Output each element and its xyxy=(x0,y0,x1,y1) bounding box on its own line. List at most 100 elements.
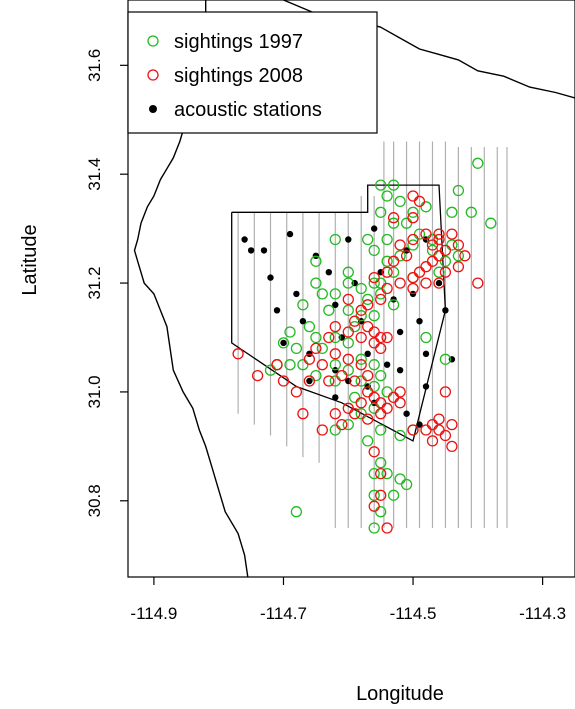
sighting-1997-point xyxy=(362,293,374,306)
sighting-2008-point xyxy=(310,342,322,355)
y-tick-label: 31.6 xyxy=(85,49,104,82)
legend-label-acoustic: acoustic stations xyxy=(174,99,322,121)
sighting-2008-point xyxy=(381,266,393,278)
sighting-2008-point xyxy=(394,239,406,251)
sighting-2008-point xyxy=(381,282,393,295)
legend-box xyxy=(127,11,378,134)
sighting-1997-point xyxy=(329,233,341,246)
sighting-1997-point xyxy=(381,255,393,267)
sighting-2008-point xyxy=(387,255,400,267)
x-axis: -114.9 -114.7 -114.5 -114.3 xyxy=(130,577,566,623)
acoustic-station-point xyxy=(260,247,268,254)
sighting-1997-point xyxy=(387,489,400,501)
acoustic-station-point xyxy=(416,318,423,325)
sighting-2008-point xyxy=(446,440,458,453)
sighting-2008-point xyxy=(426,239,439,251)
sighting-2008-point xyxy=(439,266,452,278)
sighting-2008-point xyxy=(439,429,452,442)
sighting-2008-point xyxy=(433,228,445,240)
sighting-2008-point xyxy=(355,331,367,344)
sighting-1997-point xyxy=(400,217,413,229)
sighting-2008-point xyxy=(446,228,458,240)
y-tick-label: 30.8 xyxy=(85,484,104,517)
sighting-2008-point xyxy=(368,446,380,458)
acoustic-station-point xyxy=(383,361,391,368)
sighting-1997-point xyxy=(465,206,477,218)
sighting-1997-point xyxy=(381,233,393,246)
sighting-1997-point xyxy=(355,310,367,322)
acoustic-station-point xyxy=(345,236,352,243)
sighting-2008-point xyxy=(413,195,426,208)
legend-marker-2008 xyxy=(147,69,159,81)
sighting-2008-point xyxy=(420,228,432,240)
sighting-2008-point xyxy=(459,250,471,262)
sighting-1997-point xyxy=(362,233,374,246)
acoustic-station-point xyxy=(416,421,423,428)
y-tick-label: 31.0 xyxy=(85,375,104,408)
sighting-1997-point xyxy=(303,320,316,333)
sighting-1997-point xyxy=(297,299,309,311)
sighting-2008-point xyxy=(368,326,380,338)
sighting-2008-point xyxy=(407,424,419,436)
sighting-2008-point xyxy=(446,418,458,431)
sighting-1997-point xyxy=(387,299,400,311)
sighting-2008-point xyxy=(323,375,335,387)
acoustic-station-point xyxy=(293,290,300,298)
transect-lines xyxy=(237,141,508,529)
acoustic-station-point xyxy=(286,230,294,238)
sighting-1997-point xyxy=(381,467,393,480)
sighting-2008-point xyxy=(375,489,387,501)
sighting-1997-point xyxy=(323,304,335,316)
sighting-2008-point xyxy=(362,386,374,398)
sighting-2008-point xyxy=(375,397,387,409)
sighting-2008-point xyxy=(362,413,374,425)
sighting-2008-point xyxy=(400,250,413,262)
sighting-1997-point xyxy=(277,337,290,349)
sighting-1997-point xyxy=(368,489,380,501)
sighting-2008-point xyxy=(433,413,445,425)
sighting-2008-point xyxy=(394,397,406,409)
sighting-1997-point xyxy=(472,157,484,169)
x-axis-label: Longitude xyxy=(356,683,444,705)
sighting-1997-point xyxy=(368,359,380,371)
sighting-2008-point xyxy=(277,375,290,387)
acoustic-station-point xyxy=(371,225,378,232)
sighting-2008-point xyxy=(394,277,406,289)
plot-frame xyxy=(127,0,575,578)
survey-boundary xyxy=(231,184,447,442)
sighting-1997-point xyxy=(368,244,380,257)
sighting-1997-point xyxy=(264,364,277,376)
sighting-2008-point xyxy=(381,402,393,414)
sighting-1997-point xyxy=(420,331,432,344)
sighting-1997-point xyxy=(375,506,387,518)
y-tick-label: 31.4 xyxy=(85,158,104,191)
sighting-1997-point xyxy=(381,190,393,202)
sighting-1997-point xyxy=(387,179,400,191)
y-axis: 30.8 31.0 31.2 31.4 31.6 xyxy=(85,49,128,517)
acoustic-station-point xyxy=(332,394,339,401)
sighting-1997-point xyxy=(284,359,296,371)
sighting-2008-point xyxy=(303,353,316,365)
sighting-1997-point xyxy=(381,386,393,398)
sighting-2008-point xyxy=(329,408,341,420)
sighting-2008-point xyxy=(407,233,419,246)
sighting-1997-point xyxy=(452,184,465,197)
acoustic-station-point xyxy=(306,377,313,385)
sighting-1997-point xyxy=(342,266,354,278)
acoustic-station-point xyxy=(247,247,255,254)
sighting-2008-point xyxy=(375,342,387,355)
sighting-2008-point xyxy=(433,424,445,436)
sighting-1997-point xyxy=(355,282,367,295)
sighting-1997-point xyxy=(375,179,387,191)
sighting-1997-point xyxy=(485,217,497,229)
boundary-outline xyxy=(231,184,447,442)
sighting-1997-point xyxy=(310,277,322,289)
sighting-2008-point xyxy=(349,375,361,387)
sighting-2008-point xyxy=(336,418,348,431)
sighting-2008-point xyxy=(342,293,354,306)
sighting-2008-point xyxy=(329,320,341,333)
sighting-2008-point xyxy=(349,408,361,420)
legend-label-2008: sightings 2008 xyxy=(174,65,303,87)
sighting-2008-point xyxy=(342,353,354,365)
sighting-1997-point xyxy=(342,304,354,316)
